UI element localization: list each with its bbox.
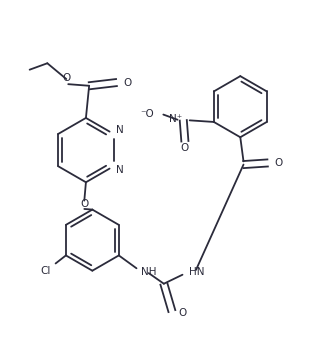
Text: O: O (181, 143, 189, 153)
Text: NH: NH (141, 266, 157, 276)
Text: O: O (62, 74, 71, 83)
Text: O: O (178, 308, 187, 318)
Text: N⁺: N⁺ (169, 114, 182, 124)
Text: O: O (123, 78, 131, 88)
Text: HN: HN (189, 266, 204, 276)
Text: O: O (274, 158, 282, 168)
Text: N: N (116, 126, 124, 135)
Text: O: O (80, 199, 89, 209)
Text: Cl: Cl (41, 266, 51, 276)
Text: ⁻O: ⁻O (141, 109, 154, 119)
Text: N: N (116, 165, 124, 175)
